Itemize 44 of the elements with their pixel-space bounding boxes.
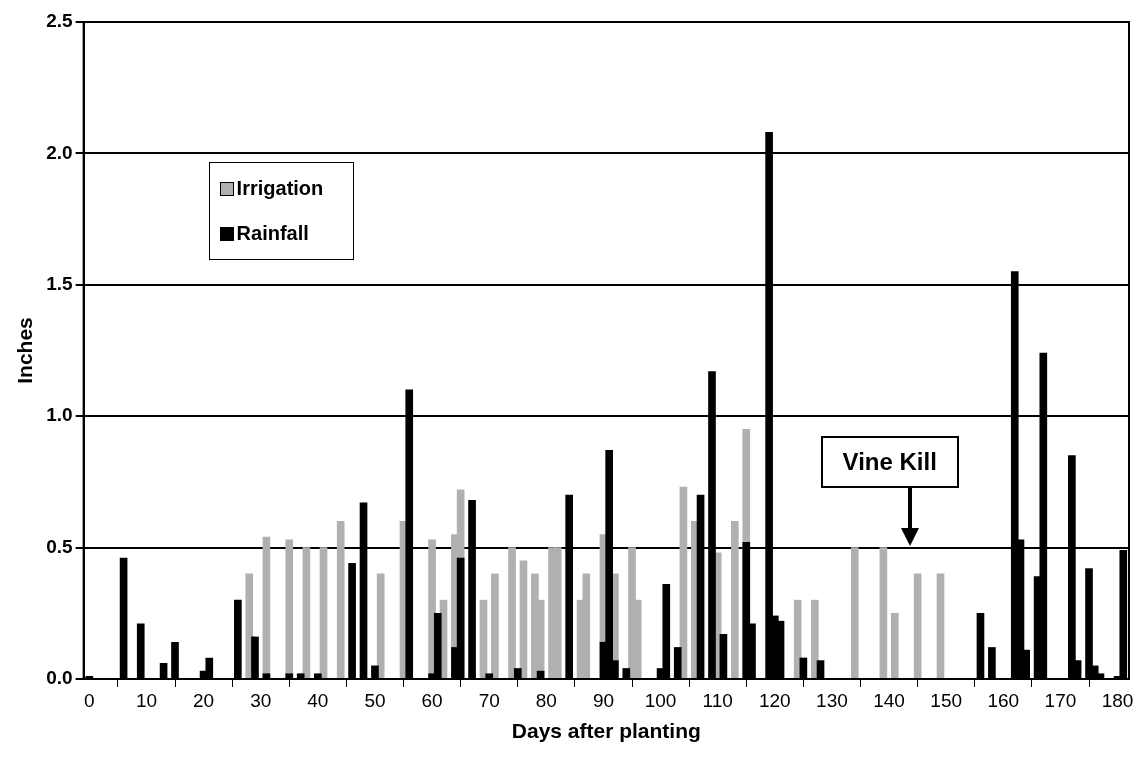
bar [302, 547, 311, 679]
legend-label: Rainfall [236, 222, 309, 245]
y-tick-label: 1.5 [46, 273, 74, 295]
x-tick-label: 80 [535, 689, 557, 711]
x-tick-label: 70 [478, 689, 500, 711]
y-axis-title: Inches [13, 317, 37, 384]
bar [810, 599, 819, 679]
x-tick-label: 0 [84, 689, 95, 711]
bar [913, 573, 922, 679]
x-tick-label: 30 [250, 689, 272, 711]
bar [319, 547, 328, 679]
bar [879, 547, 888, 679]
y-tick-label: 0.5 [46, 535, 74, 557]
bar [936, 573, 945, 679]
x-tick-label: 60 [421, 689, 443, 711]
x-tick-label: 140 [873, 689, 905, 711]
x-tick-label: 180 [1101, 689, 1134, 711]
legend-label: Irrigation [236, 177, 324, 200]
bar [336, 520, 345, 679]
y-tick-label: 2.5 [46, 10, 74, 32]
bar [731, 520, 739, 679]
y-tick-label: 0.0 [46, 667, 73, 689]
x-tick-label: 160 [987, 689, 1020, 711]
x-tick-label: 40 [307, 689, 329, 711]
x-tick-label: 130 [816, 689, 848, 711]
x-tick-label: 120 [758, 689, 791, 711]
x-tick-label: 20 [193, 689, 215, 711]
x-tick-label: 90 [592, 689, 615, 711]
x-tick-label: 150 [930, 689, 963, 711]
y-tick-label: 2.0 [46, 141, 73, 163]
x-tick-label: 110 [702, 689, 733, 711]
y-tick-label: 1.0 [46, 404, 73, 426]
x-axis-title: Days after planting [511, 719, 701, 743]
bar [508, 547, 516, 679]
bar [890, 612, 899, 679]
bar [850, 547, 859, 679]
x-tick-label: 100 [644, 689, 677, 711]
x-tick-label: 170 [1044, 689, 1077, 711]
bar [491, 573, 499, 679]
x-tick-label: 50 [364, 689, 386, 711]
bar [245, 573, 254, 679]
x-tick-label: 10 [135, 689, 158, 711]
bar [793, 599, 802, 679]
annotation: Vine Kill [820, 435, 959, 488]
